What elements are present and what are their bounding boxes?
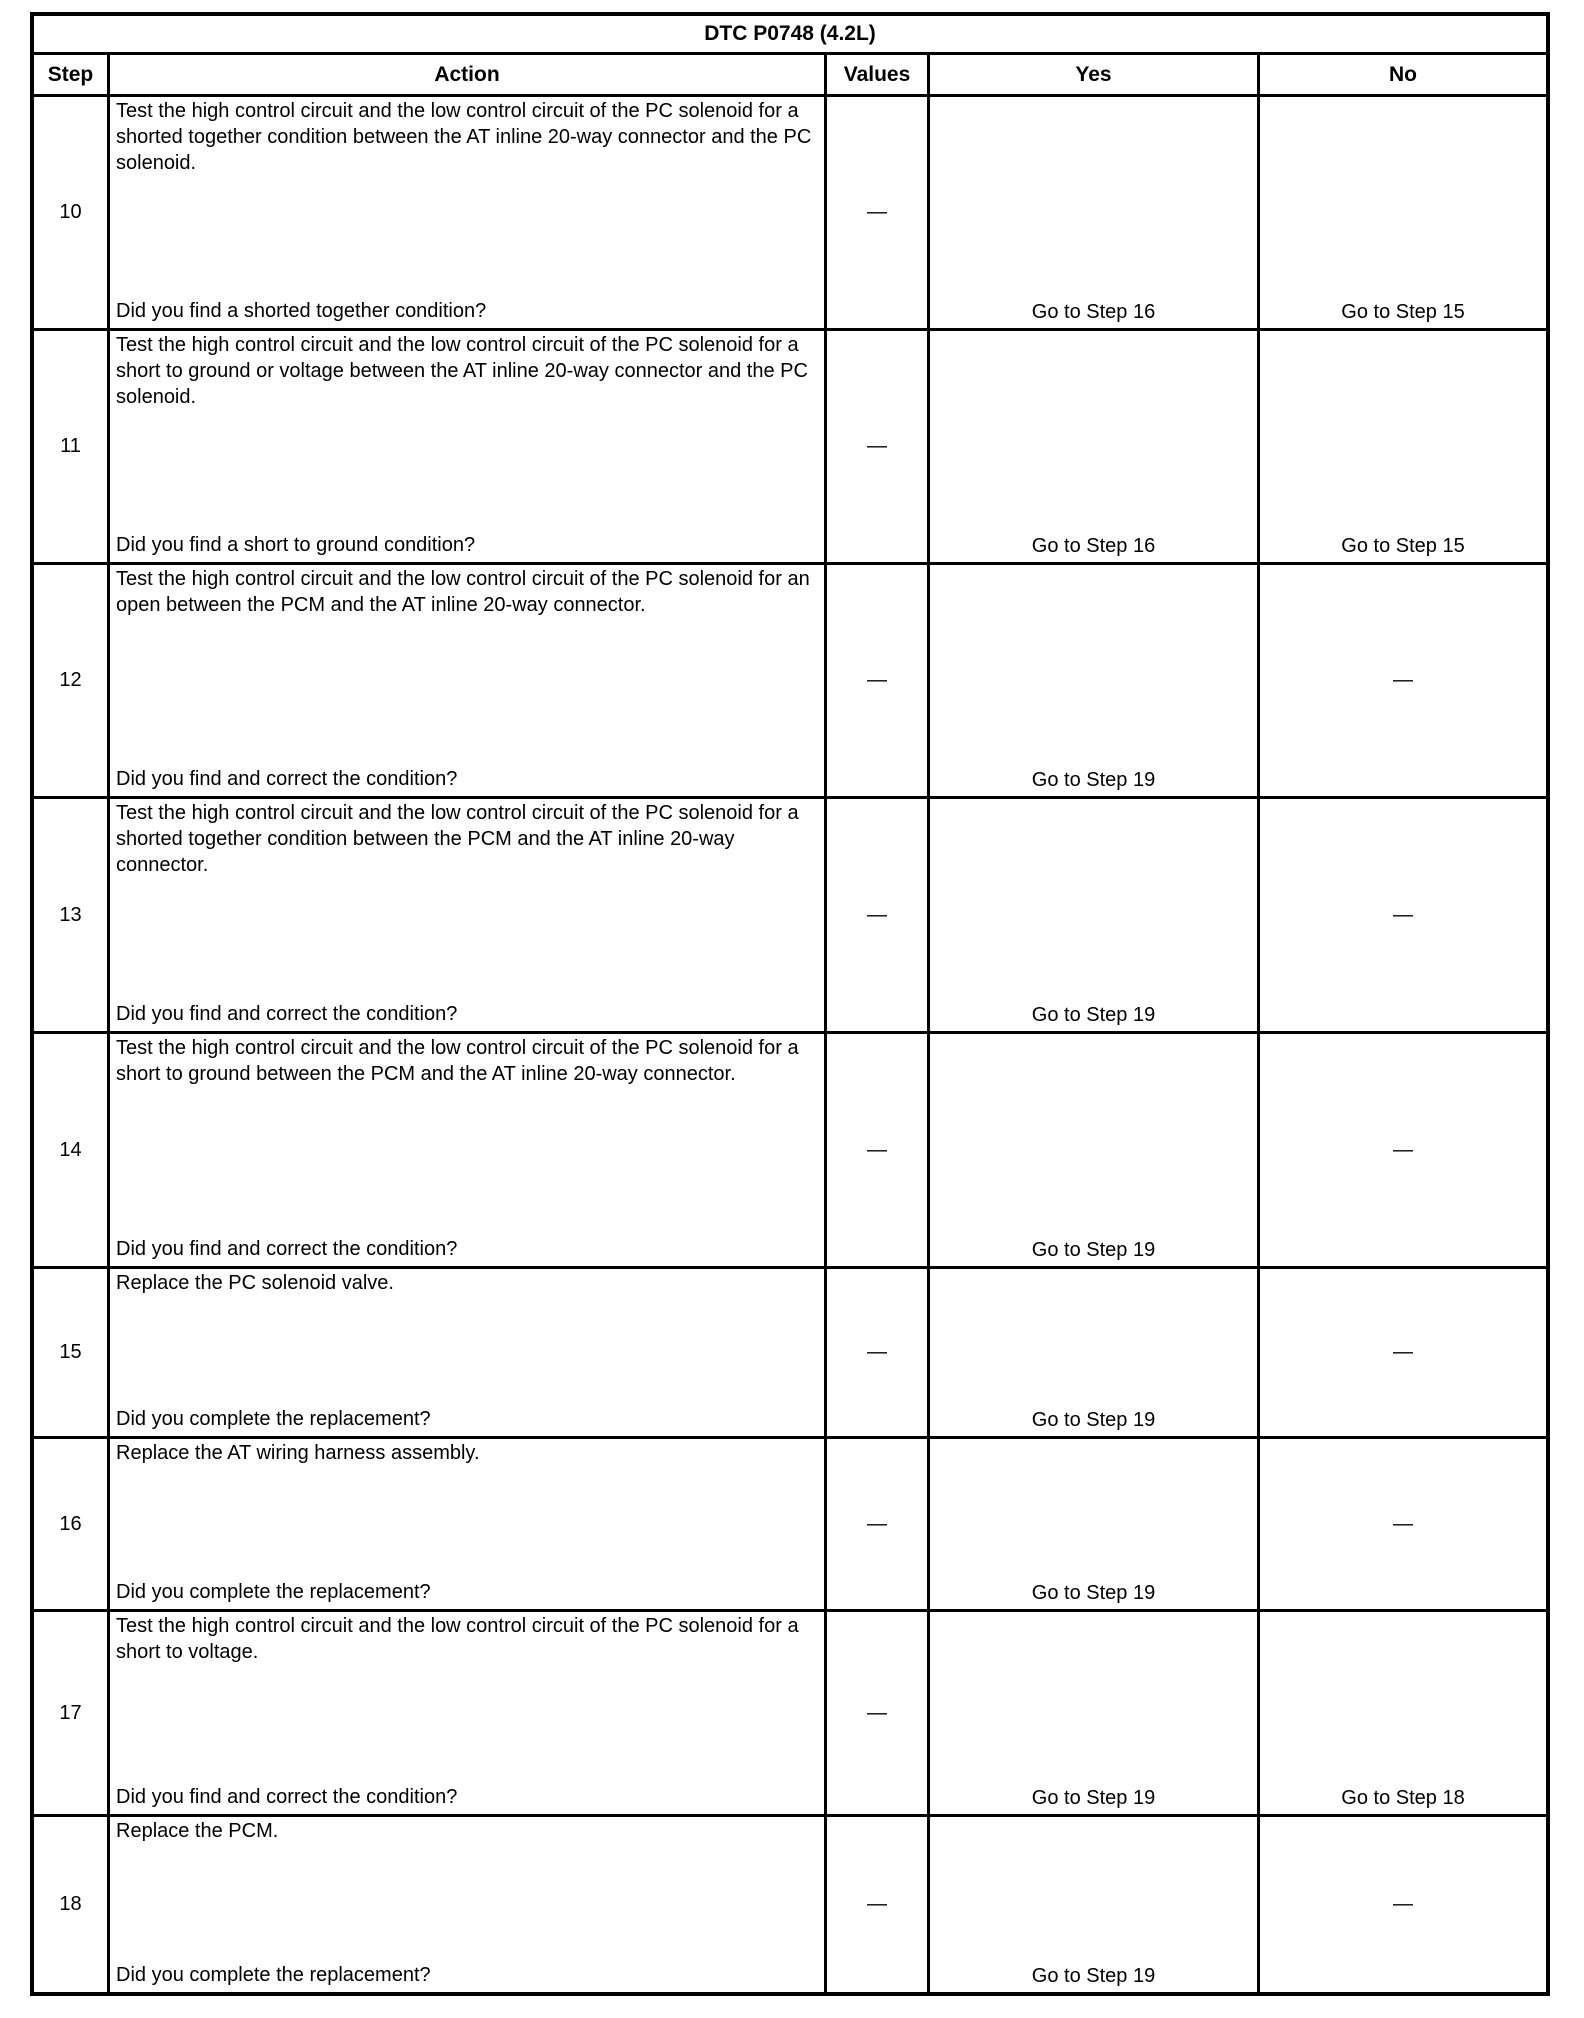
yes-cell: Go to Step 19: [927, 1439, 1257, 1609]
action-cell: Test the high control circuit and the lo…: [107, 97, 824, 328]
step-number: 15: [59, 1341, 82, 1363]
column-header-yes: Yes: [927, 55, 1257, 94]
question-text: Did you complete the replacement?: [116, 1964, 431, 1986]
values-cell: —: [824, 331, 927, 562]
values-cell: —: [824, 1817, 927, 1992]
dtc-diagnostic-table: DTC P0748 (4.2L) Step Action Values Yes …: [30, 12, 1550, 1996]
values-cell: —: [824, 799, 927, 1031]
no-cell: —: [1257, 1034, 1546, 1266]
table-row-step-13: 13 Test the high control circuit and the…: [34, 796, 1546, 1031]
action-cell: Replace the PCM. Did you complete the re…: [107, 1817, 824, 1992]
action-text: Replace the PCM.: [116, 1820, 279, 1842]
question-text: Did you find and correct the condition?: [116, 1786, 458, 1808]
action-text: Test the high control circuit and the lo…: [116, 100, 812, 174]
step-number: 12: [59, 669, 82, 691]
values-cell: —: [824, 97, 927, 328]
question-text: Did you find a short to ground condition…: [116, 534, 476, 556]
step-number: 10: [59, 201, 82, 223]
column-header-no: No: [1257, 55, 1546, 94]
table-header-row: Step Action Values Yes No: [34, 52, 1546, 94]
question-text: Did you find and correct the condition?: [116, 768, 458, 790]
action-text: Test the high control circuit and the lo…: [116, 568, 810, 616]
table-row-step-12: 12 Test the high control circuit and the…: [34, 562, 1546, 796]
values-cell: —: [824, 1034, 927, 1266]
action-cell: Test the high control circuit and the lo…: [107, 1034, 824, 1266]
values-cell: —: [824, 565, 927, 796]
step-number: 16: [59, 1512, 82, 1535]
question-text: Did you complete the replacement?: [116, 1408, 431, 1430]
action-text: Replace the PC solenoid valve.: [116, 1272, 394, 1294]
table-row-step-11: 11 Test the high control circuit and the…: [34, 328, 1546, 562]
yes-cell: Go to Step 16: [927, 97, 1257, 328]
action-cell: Replace the AT wiring harness assembly. …: [107, 1439, 824, 1609]
yes-cell: Go to Step 19: [927, 1034, 1257, 1266]
table-row-step-16: 16 Replace the AT wiring harness assembl…: [34, 1436, 1546, 1609]
table-row-step-10: 10 Test the high control circuit and the…: [34, 94, 1546, 328]
step-number: 17: [59, 1701, 82, 1724]
action-cell: Test the high control circuit and the lo…: [107, 1612, 824, 1814]
column-header-step: Step: [47, 62, 94, 86]
values-cell: —: [824, 1269, 927, 1436]
yes-cell: Go to Step 19: [927, 799, 1257, 1031]
yes-cell: Go to Step 19: [927, 1612, 1257, 1814]
table-title-row: DTC P0748 (4.2L): [34, 16, 1546, 52]
table-row-step-14: 14 Test the high control circuit and the…: [34, 1031, 1546, 1266]
values-cell: —: [824, 1439, 927, 1609]
column-header-action: Action: [107, 55, 824, 94]
yes-cell: Go to Step 19: [927, 1817, 1257, 1992]
action-text: Replace the AT wiring harness assembly.: [116, 1442, 480, 1464]
values-cell: —: [824, 1612, 927, 1814]
step-number: 14: [59, 1138, 82, 1161]
no-cell: —: [1257, 565, 1546, 796]
table-row-step-17: 17 Test the high control circuit and the…: [34, 1609, 1546, 1814]
column-header-values: Values: [824, 55, 927, 94]
no-cell: —: [1257, 1269, 1546, 1436]
yes-cell: Go to Step 19: [927, 565, 1257, 796]
step-number: 11: [60, 435, 81, 457]
action-cell: Test the high control circuit and the lo…: [107, 565, 824, 796]
action-cell: Replace the PC solenoid valve. Did you c…: [107, 1269, 824, 1436]
table-row-step-15: 15 Replace the PC solenoid valve. Did yo…: [34, 1266, 1546, 1436]
yes-cell: Go to Step 19: [927, 1269, 1257, 1436]
action-text: Test the high control circuit and the lo…: [116, 1615, 799, 1663]
action-text: Test the high control circuit and the lo…: [116, 1037, 799, 1085]
action-text: Test the high control circuit and the lo…: [116, 802, 799, 876]
no-cell: Go to Step 18: [1257, 1612, 1546, 1814]
step-number: 18: [59, 1893, 82, 1915]
no-cell: Go to Step 15: [1257, 97, 1546, 328]
action-text: Test the high control circuit and the lo…: [116, 334, 808, 408]
question-text: Did you find and correct the condition?: [116, 1003, 458, 1025]
table-title: DTC P0748 (4.2L): [704, 22, 876, 45]
action-cell: Test the high control circuit and the lo…: [107, 331, 824, 562]
no-cell: —: [1257, 1817, 1546, 1992]
question-text: Did you find and correct the condition?: [116, 1238, 458, 1260]
no-cell: —: [1257, 799, 1546, 1031]
yes-cell: Go to Step 16: [927, 331, 1257, 562]
action-cell: Test the high control circuit and the lo…: [107, 799, 824, 1031]
question-text: Did you complete the replacement?: [116, 1581, 431, 1603]
step-number: 13: [59, 903, 82, 926]
no-cell: Go to Step 15: [1257, 331, 1546, 562]
table-row-step-18: 18 Replace the PCM. Did you complete the…: [34, 1814, 1546, 1992]
question-text: Did you find a shorted together conditio…: [116, 300, 487, 322]
no-cell: —: [1257, 1439, 1546, 1609]
